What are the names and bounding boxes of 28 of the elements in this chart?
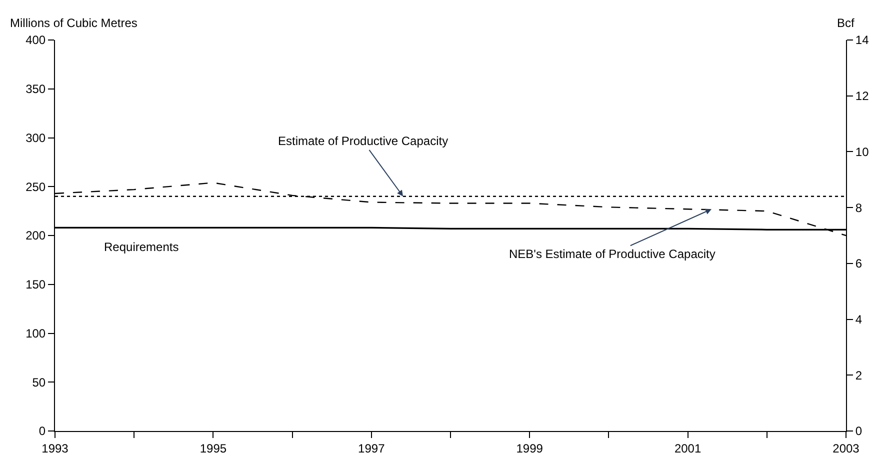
y2-axis-title: Bcf: [837, 16, 856, 30]
x-tick-label: 1995: [200, 441, 227, 456]
x-tick-label: 1999: [516, 441, 544, 456]
y-tick-label: 200: [26, 228, 46, 243]
annotation: Requirements: [104, 240, 179, 254]
y2-tick-label: 12: [855, 89, 870, 104]
y2-tick-label: 4: [855, 312, 862, 326]
y-tick-label: 350: [26, 82, 46, 96]
y-tick-label: 100: [26, 326, 46, 340]
y-tick-label: 300: [26, 130, 46, 145]
y2-tick-label: 8: [855, 200, 862, 215]
x-tick-label: 2003: [832, 441, 860, 456]
x-tick-label: 1997: [358, 441, 386, 456]
y-tick-label: 150: [26, 278, 46, 292]
y2-tick-label: 14: [855, 33, 870, 48]
x-tick-label: 2001: [674, 441, 702, 456]
y-axis-title: Millions of Cubic Metres: [10, 16, 138, 30]
y2-tick-label: 6: [855, 256, 862, 271]
annotation: Estimate of Productive Capacity: [278, 134, 448, 148]
y-tick-label: 0: [38, 424, 46, 438]
y-tick-label: 400: [26, 33, 46, 48]
y-tick-label: 50: [32, 375, 46, 390]
annotation: NEB's Estimate of Productive Capacity: [509, 247, 716, 261]
y-tick-label: 250: [26, 180, 46, 194]
y2-tick-label: 2: [855, 368, 862, 382]
y2-tick-label: 10: [855, 144, 870, 159]
x-tick-label: 1993: [42, 441, 69, 456]
y2-tick-label: 0: [855, 424, 862, 438]
